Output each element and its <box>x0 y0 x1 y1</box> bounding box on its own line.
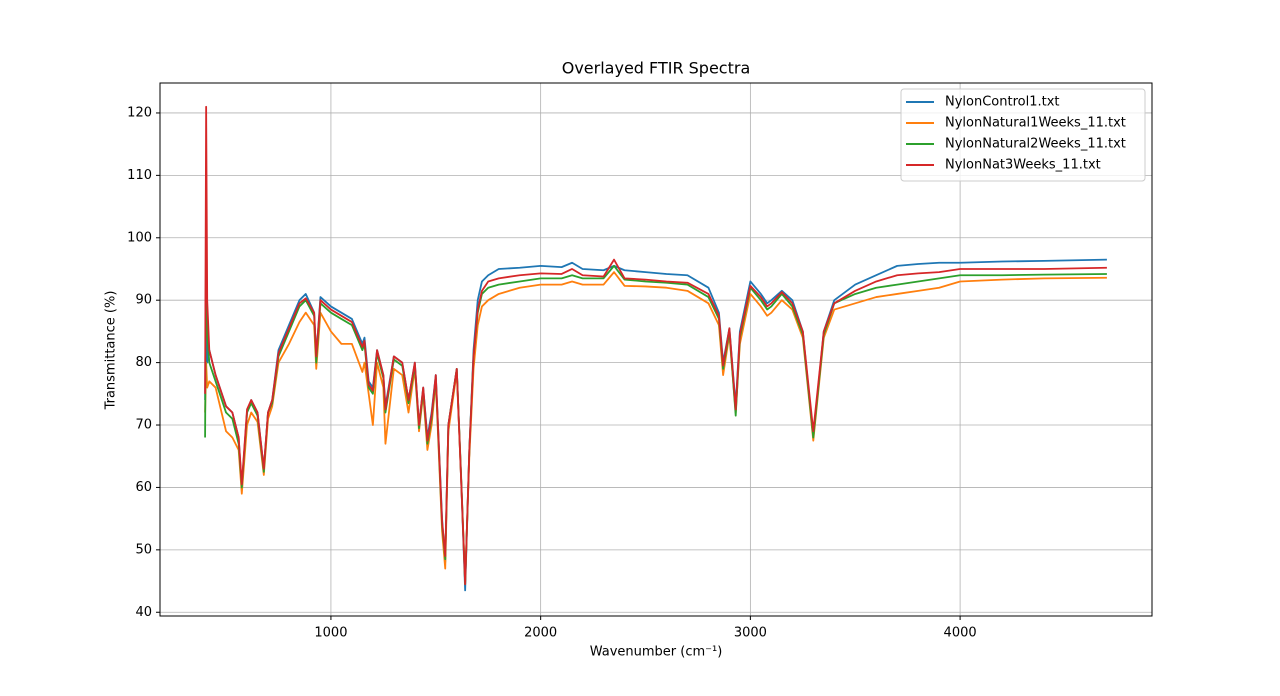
x-axis-label: Wavenumber (cm⁻¹) <box>590 645 723 660</box>
y-tick-label: 50 <box>135 542 152 557</box>
y-tick-label: 100 <box>127 230 152 245</box>
y-tick-label: 80 <box>135 355 152 370</box>
x-tick-label: 3000 <box>734 626 767 641</box>
legend-label: NylonControl1.txt <box>945 95 1060 110</box>
y-tick-label: 60 <box>135 480 152 495</box>
chart-title: Overlayed FTIR Spectra <box>562 59 751 78</box>
y-tick-label: 120 <box>127 105 152 120</box>
axes-frame <box>159 82 1153 617</box>
legend-box <box>900 88 1146 182</box>
y-tick-label: 70 <box>135 418 152 433</box>
x-tick-label: 2000 <box>524 626 557 641</box>
x-tick-label: 4000 <box>944 626 977 641</box>
y-tick-label: 40 <box>135 605 152 620</box>
series-line <box>204 105 1107 586</box>
legend-label: NylonNat3Weeks_11.txt <box>945 158 1101 173</box>
y-axis-label: Transmittance (%) <box>104 291 119 411</box>
x-tick-label: 1000 <box>314 626 347 641</box>
y-tick-label: 110 <box>127 168 152 183</box>
legend-label: NylonNatural2Weeks_11.txt <box>945 137 1126 152</box>
plot-area <box>204 105 1107 592</box>
y-tick-label: 90 <box>135 293 152 308</box>
legend-label: NylonNatural1Weeks_11.txt <box>945 116 1126 131</box>
